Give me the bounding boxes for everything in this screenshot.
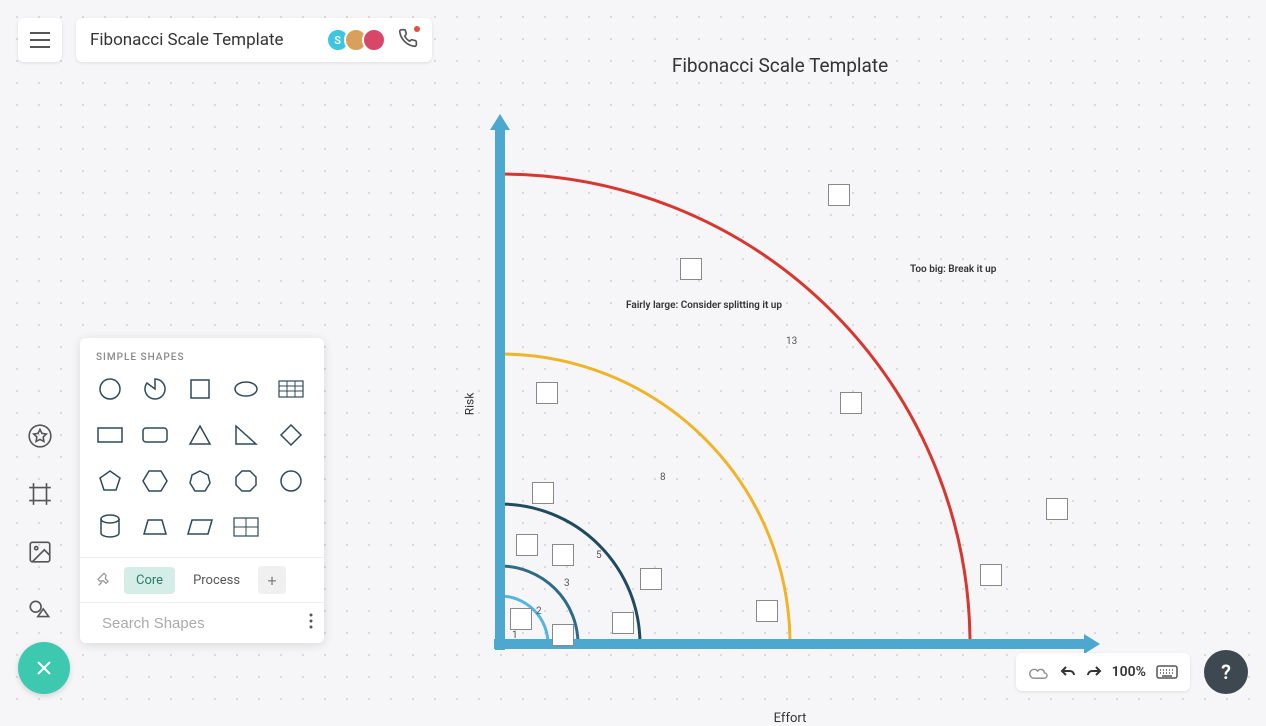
- fib-label: 8: [660, 472, 666, 483]
- avatar[interactable]: [362, 28, 386, 52]
- task-box[interactable]: [516, 534, 538, 556]
- task-box[interactable]: [980, 564, 1002, 586]
- shape-triangle[interactable]: [184, 419, 216, 451]
- zoom-level[interactable]: 100%: [1112, 664, 1146, 680]
- chart-title: Fibonacci Scale Template: [440, 54, 1120, 77]
- star-icon: [27, 423, 53, 449]
- task-box[interactable]: [756, 600, 778, 622]
- panel-header: SIMPLE SHAPES: [80, 338, 324, 373]
- shape-circle[interactable]: [94, 373, 126, 405]
- collaborators: S: [326, 28, 418, 52]
- task-box[interactable]: [532, 482, 554, 504]
- shape-parallelogram[interactable]: [184, 511, 216, 543]
- y-axis-label: Risk: [462, 393, 476, 416]
- task-box[interactable]: [1046, 498, 1068, 520]
- redo-icon: [1086, 665, 1102, 679]
- frame-tool[interactable]: [24, 478, 56, 510]
- help-button[interactable]: ?: [1204, 650, 1248, 694]
- title-bar: Fibonacci Scale Template S: [76, 18, 432, 62]
- shape-decagon[interactable]: [275, 465, 307, 497]
- shapes-tool[interactable]: [24, 594, 56, 626]
- task-box[interactable]: [510, 608, 532, 630]
- shape-octagon[interactable]: [230, 465, 262, 497]
- shape-ellipse[interactable]: [230, 373, 262, 405]
- task-box[interactable]: [840, 392, 862, 414]
- star-tool[interactable]: [24, 420, 56, 452]
- task-box[interactable]: [612, 612, 634, 634]
- task-box[interactable]: [552, 624, 574, 646]
- notification-dot: [414, 26, 420, 32]
- image-icon: [27, 539, 53, 565]
- chart-annotation: Too big: Break it up: [910, 264, 996, 275]
- task-box[interactable]: [680, 258, 702, 280]
- canvas[interactable]: Fibonacci Scale Template Risk Effort 123…: [440, 54, 1120, 694]
- call-button[interactable]: [398, 28, 418, 52]
- shape-square[interactable]: [184, 373, 216, 405]
- keyboard-button[interactable]: [1156, 665, 1178, 679]
- chart-svg: [480, 114, 1100, 694]
- cloud-icon: [1028, 664, 1050, 680]
- task-box[interactable]: [640, 568, 662, 590]
- task-box[interactable]: [552, 544, 574, 566]
- keyboard-icon: [1156, 665, 1178, 679]
- shape-hexagon[interactable]: [139, 465, 171, 497]
- cloud-sync-button[interactable]: [1028, 664, 1050, 680]
- close-icon: [35, 659, 53, 677]
- fib-label: 13: [786, 336, 797, 347]
- image-tool[interactable]: [24, 536, 56, 568]
- shape-table[interactable]: [275, 373, 307, 405]
- frame-icon: [27, 481, 53, 507]
- task-box[interactable]: [828, 184, 850, 206]
- shape-cylinder[interactable]: [94, 511, 126, 543]
- undo-icon: [1060, 665, 1076, 679]
- shape-grid2[interactable]: [230, 511, 262, 543]
- fib-label: 2: [536, 606, 542, 617]
- add-tab-button[interactable]: +: [258, 566, 286, 594]
- fib-label: 5: [596, 550, 602, 561]
- hamburger-icon: [30, 32, 50, 48]
- redo-button[interactable]: [1086, 665, 1102, 679]
- shapes-panel: SIMPLE SHAPES Core Process +: [80, 338, 324, 643]
- shape-heptagon[interactable]: [184, 465, 216, 497]
- shape-right-triangle[interactable]: [230, 419, 262, 451]
- task-box[interactable]: [536, 382, 558, 404]
- pin-button[interactable]: [90, 566, 118, 594]
- pin-icon: [96, 572, 112, 588]
- fib-label: 1: [512, 630, 518, 641]
- menu-button[interactable]: [18, 18, 62, 62]
- shape-trapezoid[interactable]: [139, 511, 171, 543]
- undo-button[interactable]: [1060, 665, 1076, 679]
- shape-diamond[interactable]: [275, 419, 307, 451]
- tab-process[interactable]: Process: [181, 567, 252, 594]
- shape-rect[interactable]: [94, 419, 126, 451]
- dots-icon: [309, 613, 313, 629]
- shape-pie[interactable]: [139, 373, 171, 405]
- shapes-icon: [27, 597, 53, 623]
- fib-label: 3: [564, 578, 570, 589]
- close-panel-button[interactable]: [18, 642, 70, 694]
- search-input[interactable]: [102, 615, 301, 632]
- tab-core[interactable]: Core: [124, 567, 175, 594]
- shape-pentagon[interactable]: [94, 465, 126, 497]
- chart-annotation: Fairly large: Consider splitting it up: [626, 300, 782, 311]
- shape-rounded-rect[interactable]: [139, 419, 171, 451]
- shape-grid: [80, 373, 324, 557]
- x-axis-label: Effort: [774, 711, 807, 726]
- more-button[interactable]: [309, 613, 313, 633]
- document-title[interactable]: Fibonacci Scale Template: [90, 30, 284, 50]
